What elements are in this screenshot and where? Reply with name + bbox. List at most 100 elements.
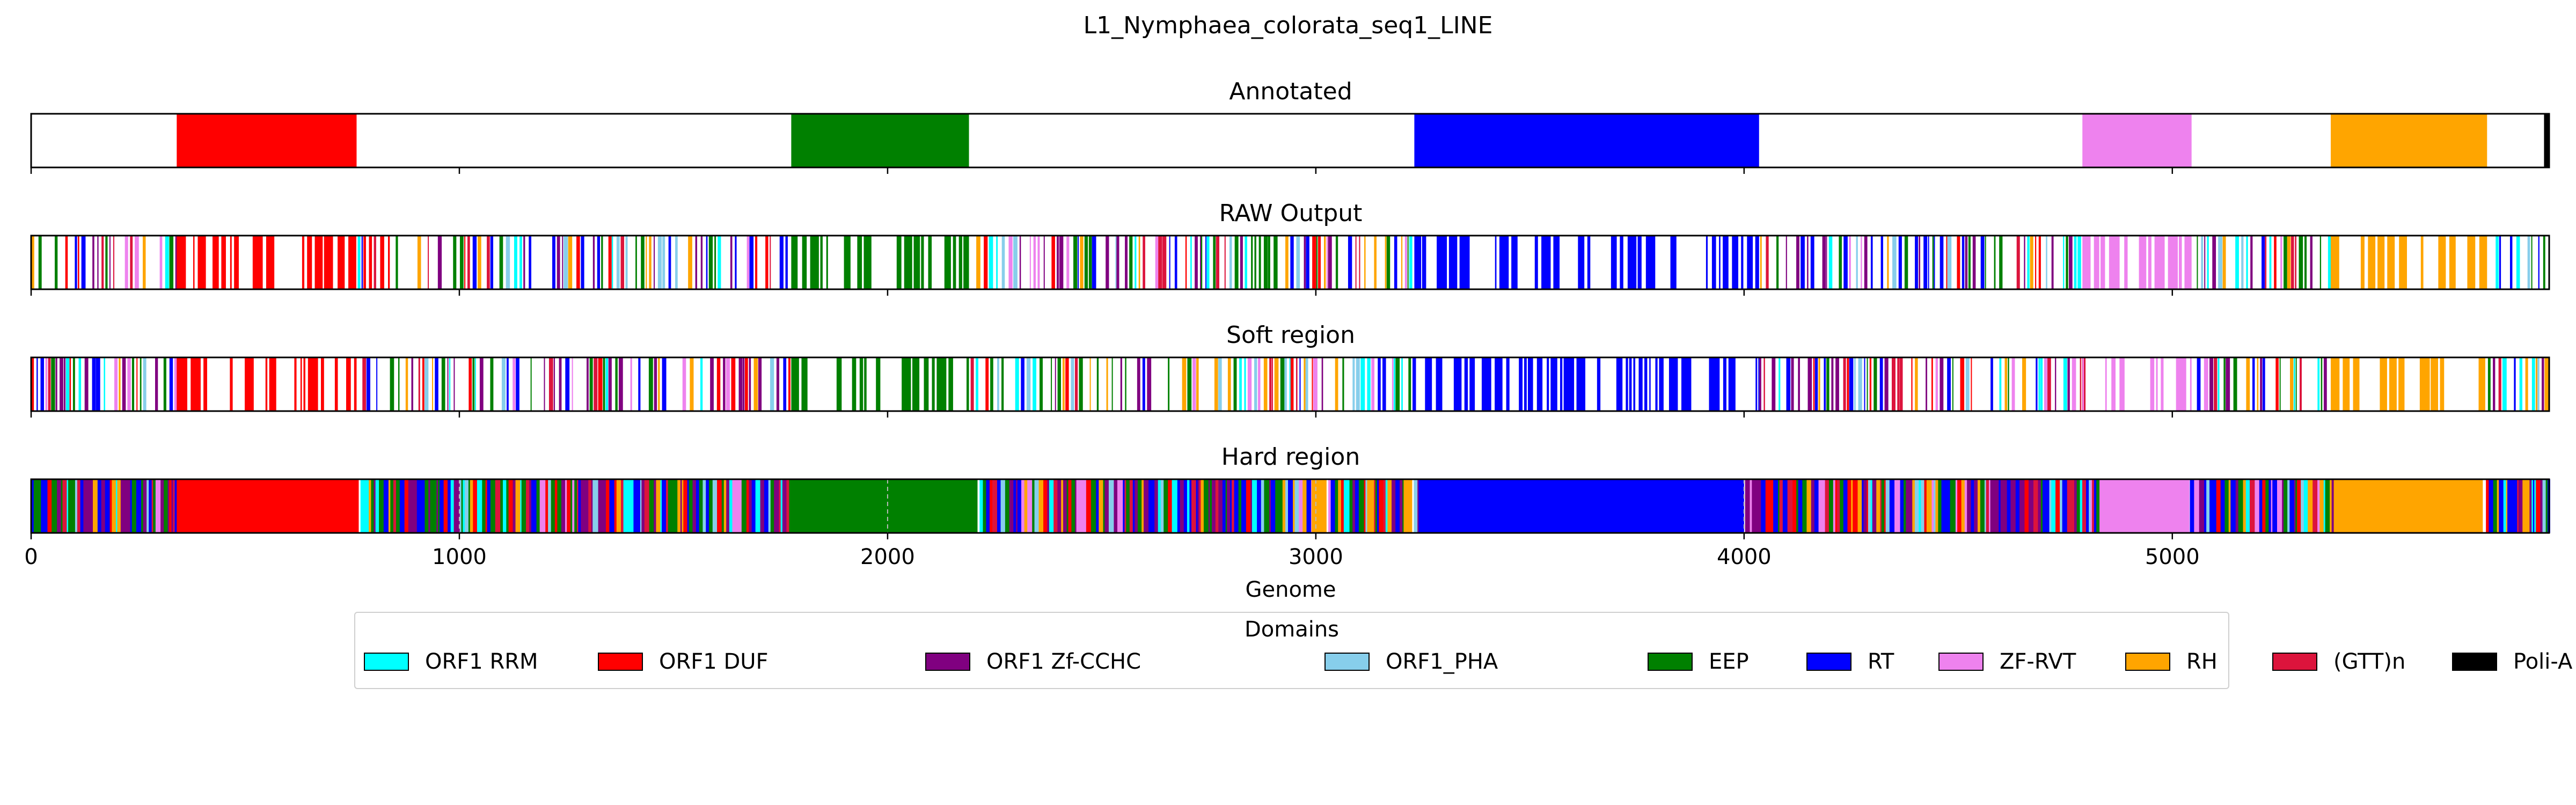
noise-stripe (1086, 479, 1092, 533)
noise-stripe (1267, 479, 1270, 533)
domain-segment (1403, 479, 1413, 533)
domain-stripe (1711, 236, 1716, 289)
noise-stripe (487, 236, 490, 289)
x-tick-label: 5000 (2145, 545, 2200, 569)
domain-segment (1311, 479, 1327, 533)
noise-stripe (1205, 236, 1207, 289)
domain-stripe (1547, 357, 1549, 411)
noise-stripe (520, 479, 522, 533)
noise-stripe (2222, 236, 2226, 289)
noise-stripe (2216, 479, 2221, 533)
noise-stripe (1385, 479, 1388, 533)
noise-stripe (738, 357, 743, 411)
noise-stripe (2489, 479, 2494, 533)
noise-stripe (78, 236, 79, 289)
domain-stripe (1481, 357, 1491, 411)
noise-stripe (1017, 479, 1022, 533)
noise-stripe (1868, 479, 1871, 533)
noise-stripe (2543, 236, 2545, 289)
noise-stripe (142, 236, 146, 289)
domain-stripe (936, 357, 947, 411)
noise-stripe (1040, 357, 1043, 411)
noise-stripe (1908, 479, 1913, 533)
noise-stripe (543, 479, 546, 533)
noise-stripe (41, 479, 45, 533)
noise-stripe (1290, 357, 1294, 411)
domain-stripe (1655, 357, 1658, 411)
domain-stripe (308, 357, 318, 411)
noise-stripe (1806, 479, 1812, 533)
noise-stripe (88, 479, 93, 533)
domain-stripe (1506, 357, 1510, 411)
noise-stripe (1034, 479, 1040, 533)
noise-stripe (526, 479, 530, 533)
domain-stripe (2168, 236, 2178, 289)
noise-stripe (1869, 357, 1872, 411)
noise-stripe (1810, 236, 1814, 289)
domain-stripe (1645, 236, 1656, 289)
noise-stripe (2046, 479, 2050, 533)
noise-stripe (1043, 479, 1048, 533)
noise-stripe (2090, 479, 2093, 533)
noise-stripe (1861, 236, 1862, 289)
noise-stripe (1115, 236, 1117, 289)
legend-swatch (1324, 653, 1370, 671)
domain-stripe (1425, 357, 1432, 411)
noise-stripe (1935, 479, 1939, 533)
noise-stripe (1288, 479, 1294, 533)
noise-stripe (2301, 479, 2304, 533)
noise-stripe (2290, 236, 2294, 289)
noise-stripe (447, 357, 449, 411)
noise-stripe (1887, 236, 1889, 289)
noise-stripe (1761, 479, 1766, 533)
noise-stripe (1251, 236, 1253, 289)
noise-stripe (625, 236, 628, 289)
noise-stripe (31, 479, 34, 533)
x-tick-label: 1000 (432, 545, 487, 569)
noise-stripe (1341, 479, 1344, 533)
noise-stripe (1352, 357, 1355, 411)
noise-stripe (36, 357, 38, 411)
noise-stripe (449, 357, 451, 411)
noise-stripe (490, 236, 494, 289)
noise-stripe (609, 479, 615, 533)
noise-stripe (1965, 236, 1968, 289)
domain-stripe (826, 236, 828, 289)
legend-label: (GTT)n (2333, 649, 2406, 674)
noise-stripe (768, 479, 771, 533)
noise-stripe (513, 479, 516, 533)
noise-stripe (1208, 479, 1211, 533)
domain-stripe (1719, 236, 1721, 289)
noise-stripe (1148, 479, 1153, 533)
noise-stripe (1964, 479, 1968, 533)
domain-stripe (1620, 236, 1623, 289)
noise-stripe (149, 479, 152, 533)
noise-stripe (515, 479, 521, 533)
noise-stripe (467, 236, 470, 289)
noise-stripe (51, 357, 55, 411)
domain-stripe (791, 236, 798, 289)
domain-stripe (836, 357, 842, 411)
noise-stripe (989, 479, 993, 533)
domain-stripe (1616, 357, 1623, 411)
noise-stripe (1032, 479, 1035, 533)
noise-stripe (2055, 479, 2061, 533)
noise-stripe (598, 357, 603, 411)
noise-stripe (1245, 236, 1247, 289)
domain-stripe (221, 236, 226, 289)
domain-segment (791, 114, 969, 167)
noise-stripe (1881, 479, 1885, 533)
noise-stripe (361, 236, 363, 289)
noise-stripe (55, 236, 58, 289)
domain-stripe (2431, 357, 2439, 411)
noise-stripe (1835, 479, 1838, 533)
noise-stripe (746, 479, 750, 533)
noise-stripe (1227, 479, 1231, 533)
noise-stripe (1001, 357, 1004, 411)
domain-stripe (2438, 236, 2446, 289)
noise-stripe (75, 479, 78, 533)
noise-stripe (1071, 357, 1074, 411)
domain-stripe (928, 236, 932, 289)
noise-stripe (1079, 357, 1083, 411)
noise-stripe (1081, 479, 1087, 533)
